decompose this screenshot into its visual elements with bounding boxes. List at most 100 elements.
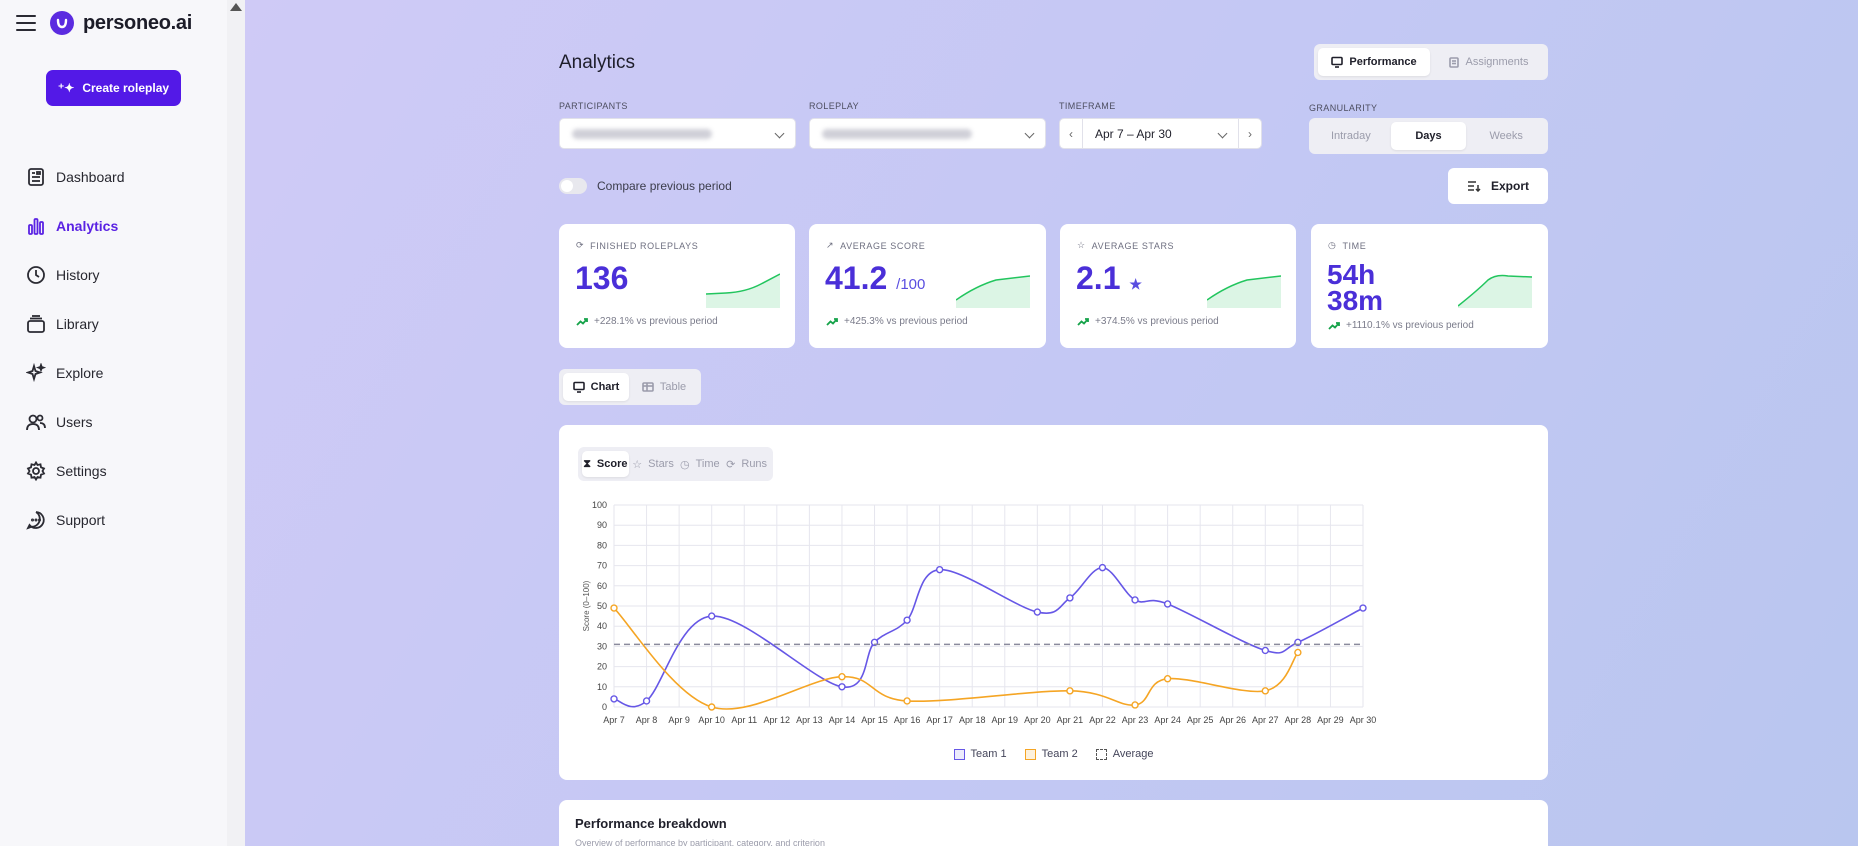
sidebar-scrollbar[interactable]: [227, 0, 245, 846]
data-point: [838, 672, 846, 681]
next-period-button[interactable]: ›: [1238, 118, 1262, 149]
chevron-down-icon: [1024, 128, 1035, 139]
stat-change: +228.1% vs previous period: [576, 316, 718, 327]
data-point: [1131, 596, 1139, 604]
tab-label: Score: [596, 458, 628, 470]
data-point: [1163, 600, 1172, 608]
granularity-weeks[interactable]: Weeks: [1489, 130, 1523, 142]
y-tick-label: 50: [597, 601, 607, 611]
legend-item-average[interactable]: Average: [1095, 748, 1153, 760]
tab-table[interactable]: Table: [631, 373, 697, 401]
tab-label: Assignments: [1465, 56, 1529, 68]
create-roleplay-button[interactable]: ⁺✦ Create roleplay: [46, 70, 181, 106]
compare-toggle[interactable]: [559, 178, 587, 194]
sparkline: [956, 275, 1030, 308]
sidebar-item-label: History: [56, 266, 100, 283]
roleplay-label: ROLEPLAY: [809, 101, 860, 111]
participants-value-redacted: [572, 128, 712, 139]
tab-chart[interactable]: Chart: [563, 373, 629, 401]
y-tick-label: 10: [597, 682, 607, 692]
analytics-icon: [26, 216, 46, 236]
stat-label: ◷ TIME: [1328, 240, 1367, 251]
timeframe-select[interactable]: Apr 7 – Apr 30: [1083, 118, 1238, 149]
x-tick-label: Apr 26: [1219, 715, 1246, 725]
tab-runs[interactable]: ⟳ Runs: [724, 451, 769, 477]
dashboard-icon: [26, 167, 46, 187]
create-roleplay-label: Create roleplay: [82, 81, 170, 95]
data-point: [707, 703, 716, 711]
compare-row: Compare previous period: [559, 178, 732, 194]
y-tick-label: 80: [597, 540, 607, 550]
legend-item-team-2[interactable]: Team 2: [1024, 748, 1078, 760]
sidebar-item-history[interactable]: History: [26, 250, 216, 299]
x-tick-label: Apr 30: [1350, 715, 1377, 725]
trend-up-icon: [1077, 317, 1089, 326]
stat-value: 54h 38m: [1327, 259, 1384, 316]
data-point: [610, 695, 618, 703]
granularity-days[interactable]: Days: [1390, 122, 1467, 150]
stat-label: ☆ AVERAGE STARS: [1077, 240, 1175, 251]
tab-time[interactable]: ◷ Time: [677, 451, 722, 477]
tab-label: Runs: [741, 458, 768, 470]
previous-period-button[interactable]: ‹: [1059, 118, 1083, 149]
menu-icon[interactable]: [16, 15, 36, 31]
participants-select[interactable]: [559, 118, 796, 149]
x-tick-label: Apr 22: [1089, 715, 1116, 725]
chart-legend: Team 1 Team 2 Average: [559, 748, 1548, 760]
x-tick-label: Apr 17: [926, 715, 953, 725]
metric-tabs: ⧗ Score ☆ Stars ◷ Time ⟳ Runs: [578, 447, 773, 481]
tab-performance[interactable]: Performance: [1318, 48, 1430, 76]
sidebar-item-analytics[interactable]: Analytics: [26, 201, 216, 250]
x-tick-label: Apr 8: [636, 715, 658, 725]
sidebar-item-explore[interactable]: Explore: [26, 348, 216, 397]
view-toggle: Chart Table: [559, 369, 701, 405]
star-icon: ☆: [1077, 240, 1086, 250]
timeframe-control: ‹ Apr 7 – Apr 30 ›: [1059, 118, 1262, 149]
sidebar-item-support[interactable]: Support: [26, 495, 216, 544]
x-tick-label: Apr 28: [1285, 715, 1312, 725]
data-point: [1261, 687, 1270, 695]
export-button[interactable]: Export: [1448, 168, 1548, 204]
sidebar-item-users[interactable]: Users: [26, 397, 216, 446]
tab-stars[interactable]: ☆ Stars: [631, 451, 676, 477]
tab-label: Chart: [590, 381, 620, 393]
x-tick-label: Apr 24: [1154, 715, 1181, 725]
clock-icon: ◷: [680, 458, 690, 471]
x-tick-label: Apr 15: [861, 715, 888, 725]
users-icon: [26, 412, 46, 432]
sparkline: [1458, 274, 1532, 308]
scroll-up-icon[interactable]: [230, 3, 242, 11]
sidebar-item-library[interactable]: Library: [26, 299, 216, 348]
history-icon: [26, 265, 46, 285]
stat-card-average-stars: ☆ AVERAGE STARS 2.1 ★ +374.5% vs previous…: [1060, 224, 1296, 348]
sidebar-item-label: Analytics: [56, 217, 119, 234]
data-point: [935, 565, 944, 574]
roleplay-select[interactable]: [809, 118, 1046, 149]
x-tick-label: Apr 27: [1252, 715, 1279, 725]
stat-card-finished-roleplays: ⟳ FINISHED ROLEPLAYS 136 +228.1% vs previ…: [559, 224, 795, 348]
stat-label: ⟳ FINISHED ROLEPLAYS: [576, 240, 699, 251]
stat-card-time: ◷ TIME 54h 38m +1110.1% vs previous period: [1311, 224, 1548, 348]
timeframe-value: Apr 7 – Apr 30: [1095, 126, 1172, 141]
trend-up-icon: [826, 317, 838, 326]
library-icon: [26, 314, 46, 334]
series-line-1: [613, 566, 1364, 708]
data-point: [1033, 608, 1042, 616]
brand-name: personeo.ai: [83, 11, 192, 34]
legend-item-team-1[interactable]: Team 1: [953, 748, 1007, 760]
y-tick-label: 60: [597, 581, 607, 591]
y-tick-label: 70: [597, 561, 607, 571]
tab-score[interactable]: ⧗ Score: [582, 451, 629, 477]
granularity-intraday[interactable]: Intraday: [1330, 130, 1371, 142]
performance-icon: [1331, 56, 1344, 68]
sidebar-item-settings[interactable]: Settings: [26, 446, 216, 495]
tab-assignments[interactable]: Assignments: [1432, 48, 1544, 76]
y-tick-label: 90: [597, 520, 607, 530]
sidebar-item-label: Library: [56, 315, 99, 332]
tab-label: Stars: [648, 458, 674, 470]
chevron-down-icon: [774, 128, 785, 139]
sidebar-item-dashboard[interactable]: Dashboard: [26, 152, 216, 201]
x-tick-label: Apr 23: [1122, 715, 1149, 725]
sparkle-icon: ⁺✦: [57, 81, 75, 95]
data-point: [1294, 648, 1302, 657]
